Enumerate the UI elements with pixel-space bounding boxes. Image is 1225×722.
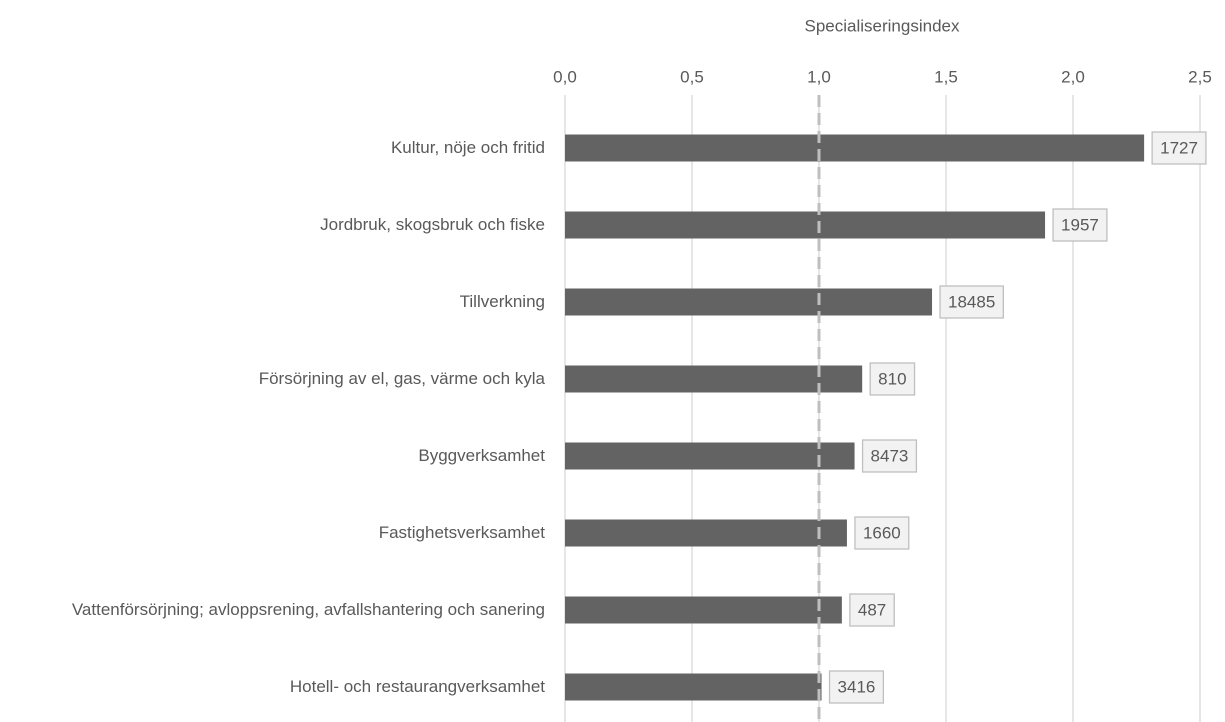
- x-tick-label: 1,5: [934, 67, 958, 86]
- bar-label-box: [1151, 131, 1207, 165]
- category-label: Fastighetsverksamhet: [378, 523, 545, 542]
- category-label: Försörjning av el, gas, värme och kyla: [258, 369, 545, 388]
- category-label: Hotell- och restaurangverksamhet: [289, 677, 545, 696]
- bar-label-box: [861, 439, 918, 473]
- bar-label: 810: [878, 369, 906, 388]
- x-tick-label: 2,5: [1188, 67, 1212, 86]
- category-label: Kultur, nöje och fritid: [390, 138, 545, 157]
- bar-label: 487: [858, 600, 886, 619]
- bar-label-box: [869, 362, 916, 396]
- bar-label-box: [849, 593, 895, 627]
- bar-label: 1660: [863, 523, 901, 542]
- bar: [565, 365, 863, 393]
- x-tick-label: 2,0: [1061, 67, 1085, 86]
- bar: [565, 596, 842, 624]
- bar-label-box: [939, 285, 1004, 319]
- bar-label: 1727: [1160, 138, 1198, 157]
- category-label: Byggverksamhet: [418, 446, 545, 465]
- bar-label: 1957: [1061, 215, 1099, 234]
- category-label: Tillverkning: [459, 292, 545, 311]
- x-tick-label: 1,0: [807, 67, 831, 86]
- bar: [565, 442, 855, 470]
- x-tick-label: 0,5: [680, 67, 704, 86]
- bar-label: 3416: [838, 677, 876, 696]
- bar-label-box: [1052, 208, 1108, 242]
- bar: [565, 211, 1046, 239]
- bar-label-box: [828, 670, 885, 704]
- bar: [565, 134, 1145, 162]
- bar: [565, 673, 822, 701]
- category-label: Jordbruk, skogsbruk och fiske: [320, 215, 545, 234]
- bar: [565, 519, 847, 547]
- bar-label-box: [854, 516, 910, 550]
- bar-label: 18485: [948, 292, 995, 311]
- axis-title: Specialiseringsindex: [805, 16, 960, 35]
- bar: [565, 288, 933, 316]
- category-label: Vattenförsörjning; avloppsrening, avfall…: [71, 600, 545, 619]
- bar-label: 8473: [871, 446, 909, 465]
- x-tick-label: 0,0: [553, 67, 577, 86]
